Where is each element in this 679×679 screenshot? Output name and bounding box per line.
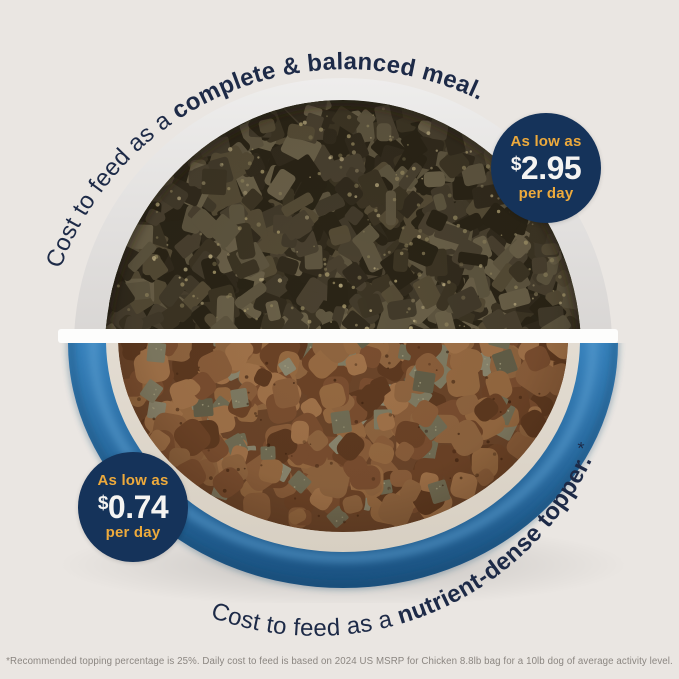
currency-symbol: $ [510, 153, 522, 175]
meal-price-badge: As low as $2.95 per day [491, 113, 601, 223]
topper-price: $0.74 [97, 489, 169, 525]
meal-food-shading [105, 100, 581, 329]
bottom-arc-regular: Cost to feed as a [208, 597, 402, 642]
badge-lead-label: As low as [97, 471, 169, 489]
disclaimer-footnote: *Recommended topping percentage is 25%. … [6, 656, 673, 667]
topper-price-amount: 0.74 [107, 489, 169, 525]
kibble-shading [118, 343, 568, 532]
split-divider [58, 329, 618, 343]
topper-price-badge: As low as $0.74 per day [78, 452, 188, 562]
currency-symbol: $ [97, 492, 109, 514]
blue-bowl-highlight [88, 343, 598, 563]
blue-bowl-dark-edge [68, 343, 618, 588]
badge-per-label: per day [518, 185, 574, 202]
meal-price: $2.95 [510, 150, 582, 186]
meal-price-amount: 2.95 [520, 150, 582, 186]
meal-bowl-photo [74, 78, 612, 329]
badge-lead-label: As low as [510, 132, 582, 150]
topper-bowl-photo [58, 343, 628, 603]
badge-per-label: per day [105, 524, 161, 541]
